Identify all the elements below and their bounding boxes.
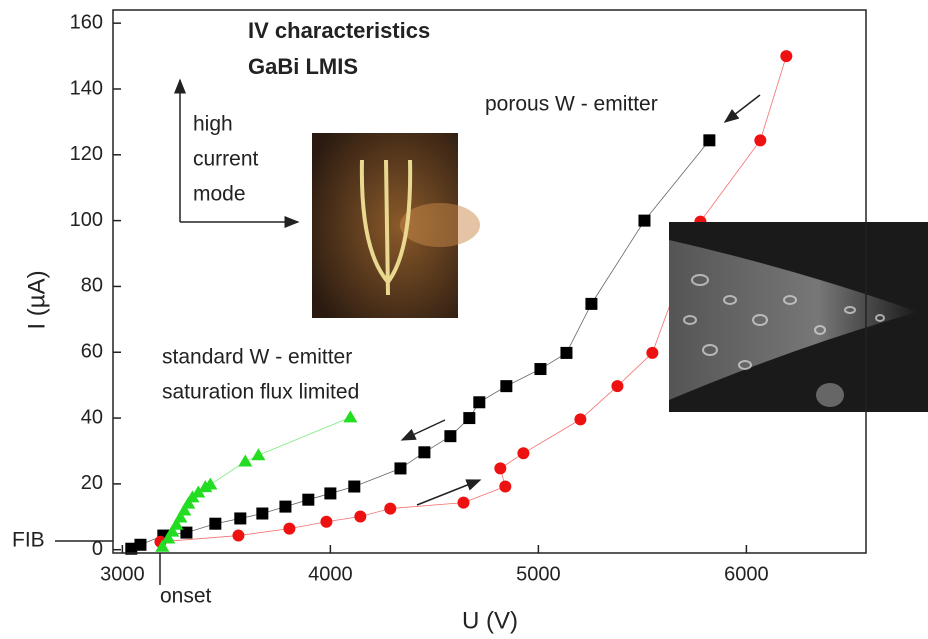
data-point <box>251 448 266 461</box>
plot-frame <box>112 9 867 554</box>
data-point <box>611 380 624 393</box>
data-point <box>494 462 507 475</box>
x-axis-title: U (V) <box>462 607 518 634</box>
y-tick-label: 100 <box>70 209 103 231</box>
inset-photo <box>312 133 480 318</box>
data-point <box>384 502 397 515</box>
annotation: saturation flux limited <box>162 381 359 404</box>
data-point <box>302 493 315 506</box>
x-tick-label: 6000 <box>724 563 769 585</box>
x-tick-label: 5000 <box>516 563 561 585</box>
data-point <box>155 539 170 552</box>
data-point <box>457 496 470 509</box>
y-tick-label: 40 <box>81 406 103 428</box>
data-point <box>754 134 767 147</box>
data-point <box>646 346 659 359</box>
data-point <box>134 538 147 551</box>
data-point <box>780 50 793 63</box>
data-point <box>500 380 513 393</box>
data-point <box>473 396 486 409</box>
data-point <box>560 346 573 359</box>
data-point <box>394 462 407 475</box>
annotation: standard W - emitter <box>162 346 352 369</box>
y-axis-title: I (µA) <box>23 270 50 329</box>
y-tick-label: 0 <box>92 538 103 560</box>
data-point <box>279 500 292 513</box>
data-point <box>444 430 457 443</box>
data-point <box>169 517 184 530</box>
data-point <box>203 477 218 490</box>
data-point <box>177 503 192 516</box>
data-point <box>283 522 296 535</box>
y-tick-label: 160 <box>70 11 103 33</box>
data-point <box>181 496 196 509</box>
data-point <box>125 542 138 555</box>
annotation: high <box>193 113 233 136</box>
x-tick-label: 3000 <box>100 563 145 585</box>
data-point <box>534 363 547 376</box>
annotation: onset <box>160 585 212 608</box>
data-point <box>343 410 358 423</box>
annotation: porous W - emitter <box>485 93 658 116</box>
data-point <box>238 454 253 467</box>
data-point <box>161 531 176 544</box>
data-point <box>256 507 269 520</box>
data-point <box>574 413 587 426</box>
data-point <box>517 447 530 460</box>
y-tick-label: 60 <box>81 341 103 363</box>
data-point <box>232 529 245 542</box>
annotation: IV characteristics <box>248 18 430 43</box>
annotation: FIB <box>12 529 45 552</box>
sem-photo <box>669 222 928 412</box>
data-point <box>165 524 180 537</box>
data-point <box>585 297 598 310</box>
data-point <box>324 487 337 500</box>
data-point <box>638 214 651 227</box>
y-tick-label: 80 <box>81 275 103 297</box>
data-point <box>320 515 333 528</box>
data-point <box>703 134 716 147</box>
data-point <box>180 526 193 539</box>
annotation: current <box>193 148 259 171</box>
arrows <box>55 78 761 585</box>
data-point <box>418 446 431 459</box>
series-line <box>131 140 710 550</box>
data-point <box>191 485 206 498</box>
y-tick-label: 20 <box>81 472 103 494</box>
y-tick-label: 120 <box>70 143 103 165</box>
annotation: GaBi LMIS <box>248 54 358 79</box>
annotation: mode <box>193 183 246 206</box>
data-point <box>234 512 247 525</box>
data-point <box>463 412 476 425</box>
data-point <box>173 510 188 523</box>
y-tick-label: 140 <box>70 77 103 99</box>
x-tick-label: 4000 <box>308 563 353 585</box>
data-point <box>499 480 512 493</box>
data-point <box>354 510 367 523</box>
data-point <box>348 480 361 493</box>
data-point <box>209 517 222 530</box>
